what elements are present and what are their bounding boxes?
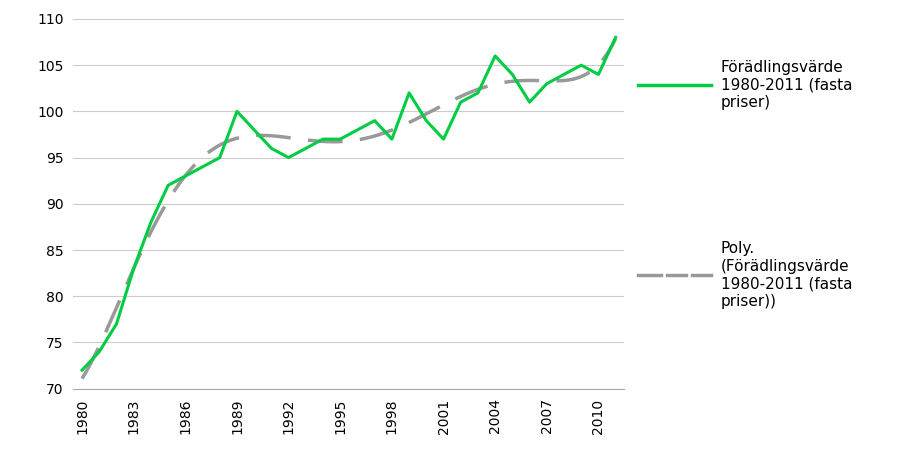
Text: Förädlingsvärde
1980-2011 (fasta
priser): Förädlingsvärde 1980-2011 (fasta priser) (721, 60, 852, 110)
Text: Poly.
(Förädlingsvärde
1980-2011 (fasta
priser)): Poly. (Förädlingsvärde 1980-2011 (fasta … (721, 241, 852, 309)
